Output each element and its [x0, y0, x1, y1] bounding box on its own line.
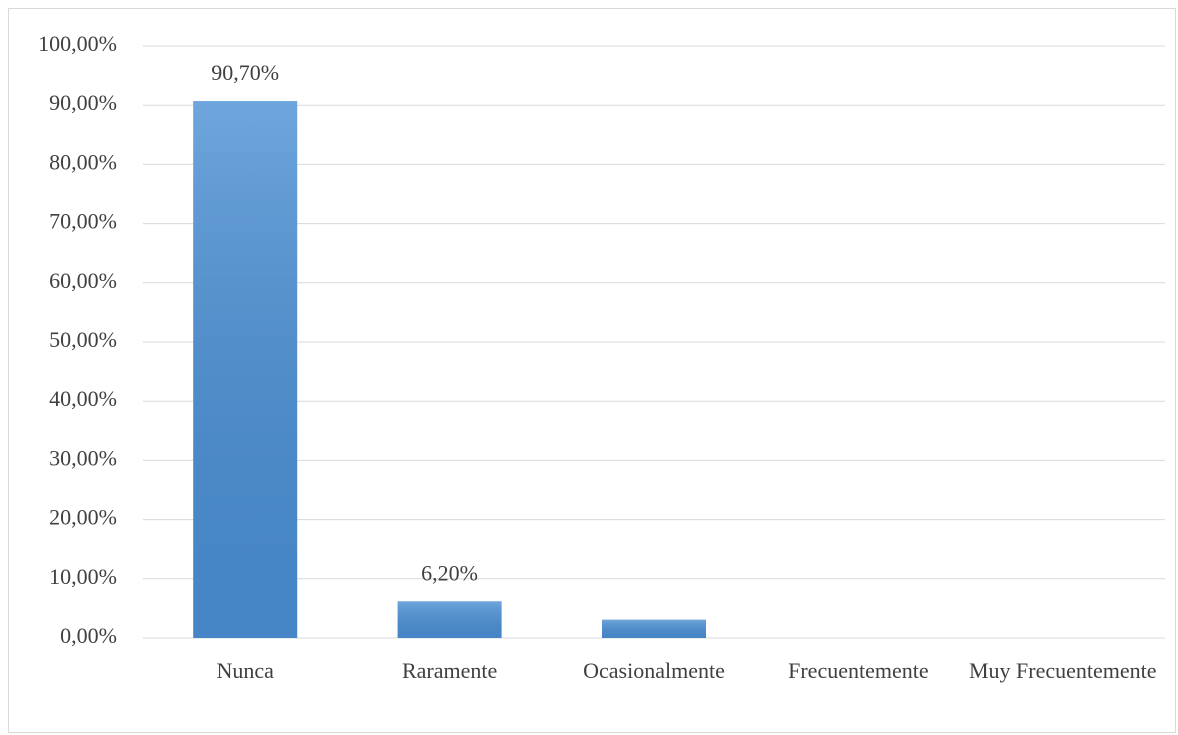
x-tick-label: Ocasionalmente: [583, 658, 725, 683]
y-tick-label: 20,00%: [49, 505, 117, 530]
y-tick-label: 40,00%: [49, 386, 117, 411]
y-tick-label: 80,00%: [49, 149, 117, 174]
bar-shade: [193, 101, 298, 638]
y-tick-label: 70,00%: [49, 209, 117, 234]
x-tick-label: Raramente: [401, 658, 498, 683]
x-tick-label: Frecuentemente: [788, 658, 929, 683]
data-label: 6,20%: [421, 560, 478, 585]
y-tick-label: 10,00%: [49, 564, 117, 589]
chart-frame: [8, 8, 1176, 733]
data-label: 90,70%: [211, 60, 279, 85]
y-tick-label: 0,00%: [60, 623, 117, 648]
bar-shade: [397, 601, 502, 638]
y-tick-label: 60,00%: [49, 268, 117, 293]
x-tick-label: Muy Frecuentemente: [969, 658, 1157, 683]
bar-shade: [602, 619, 706, 638]
x-tick-label: Nunca: [216, 658, 274, 683]
y-tick-label: 50,00%: [49, 327, 117, 352]
y-tick-label: 30,00%: [49, 445, 117, 470]
y-tick-label: 100,00%: [38, 31, 117, 56]
y-tick-label: 90,00%: [49, 90, 117, 115]
